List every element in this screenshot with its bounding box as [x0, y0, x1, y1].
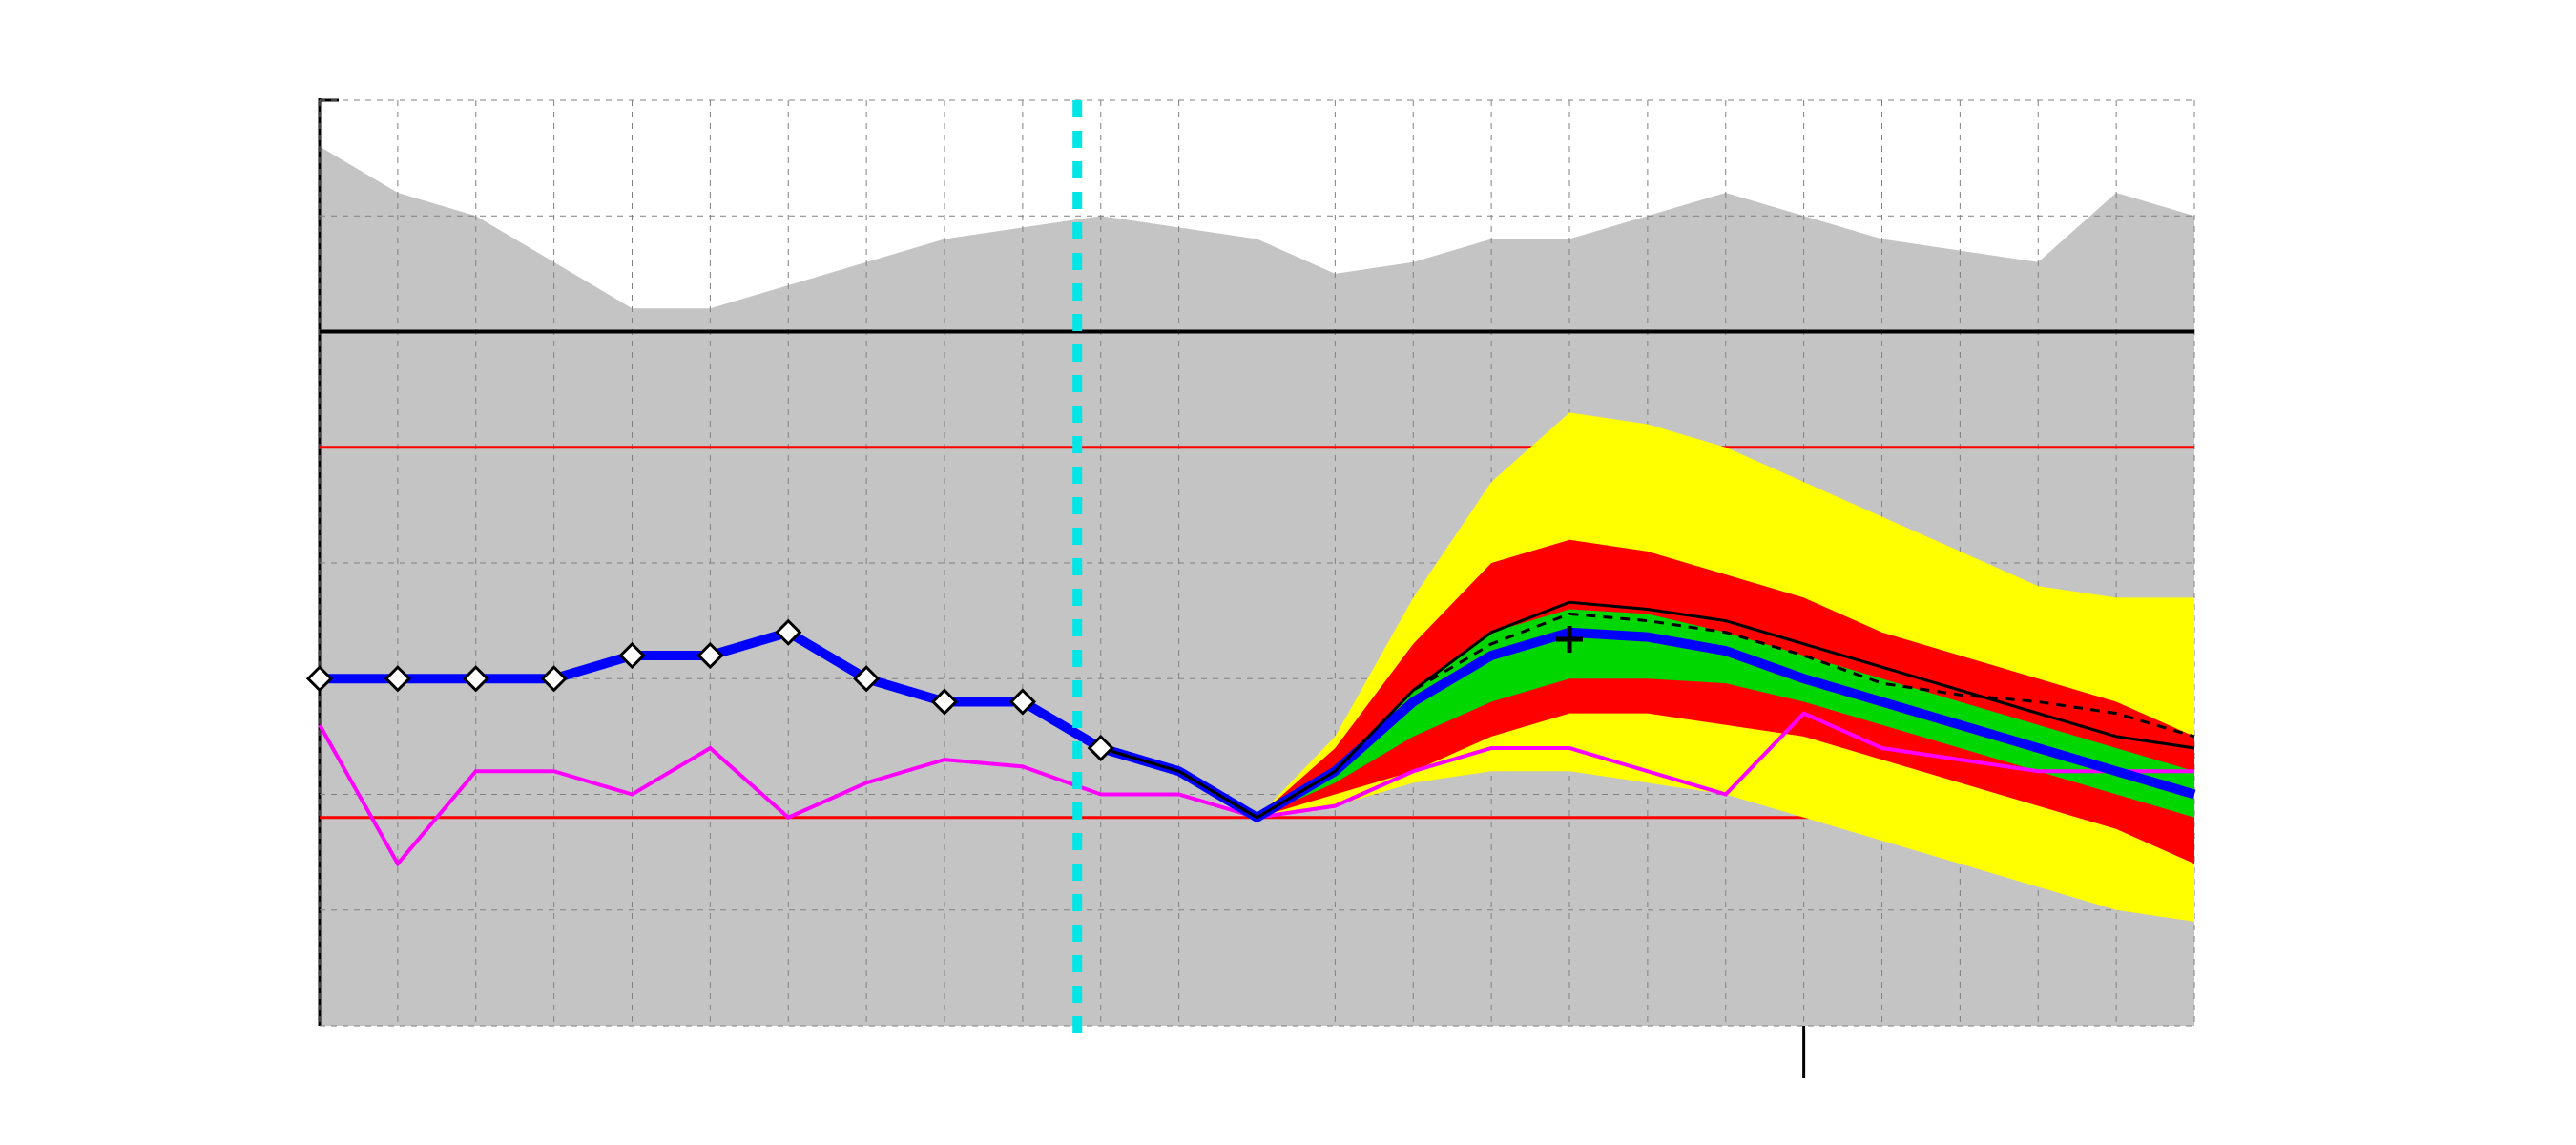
chart	[0, 0, 2576, 1145]
